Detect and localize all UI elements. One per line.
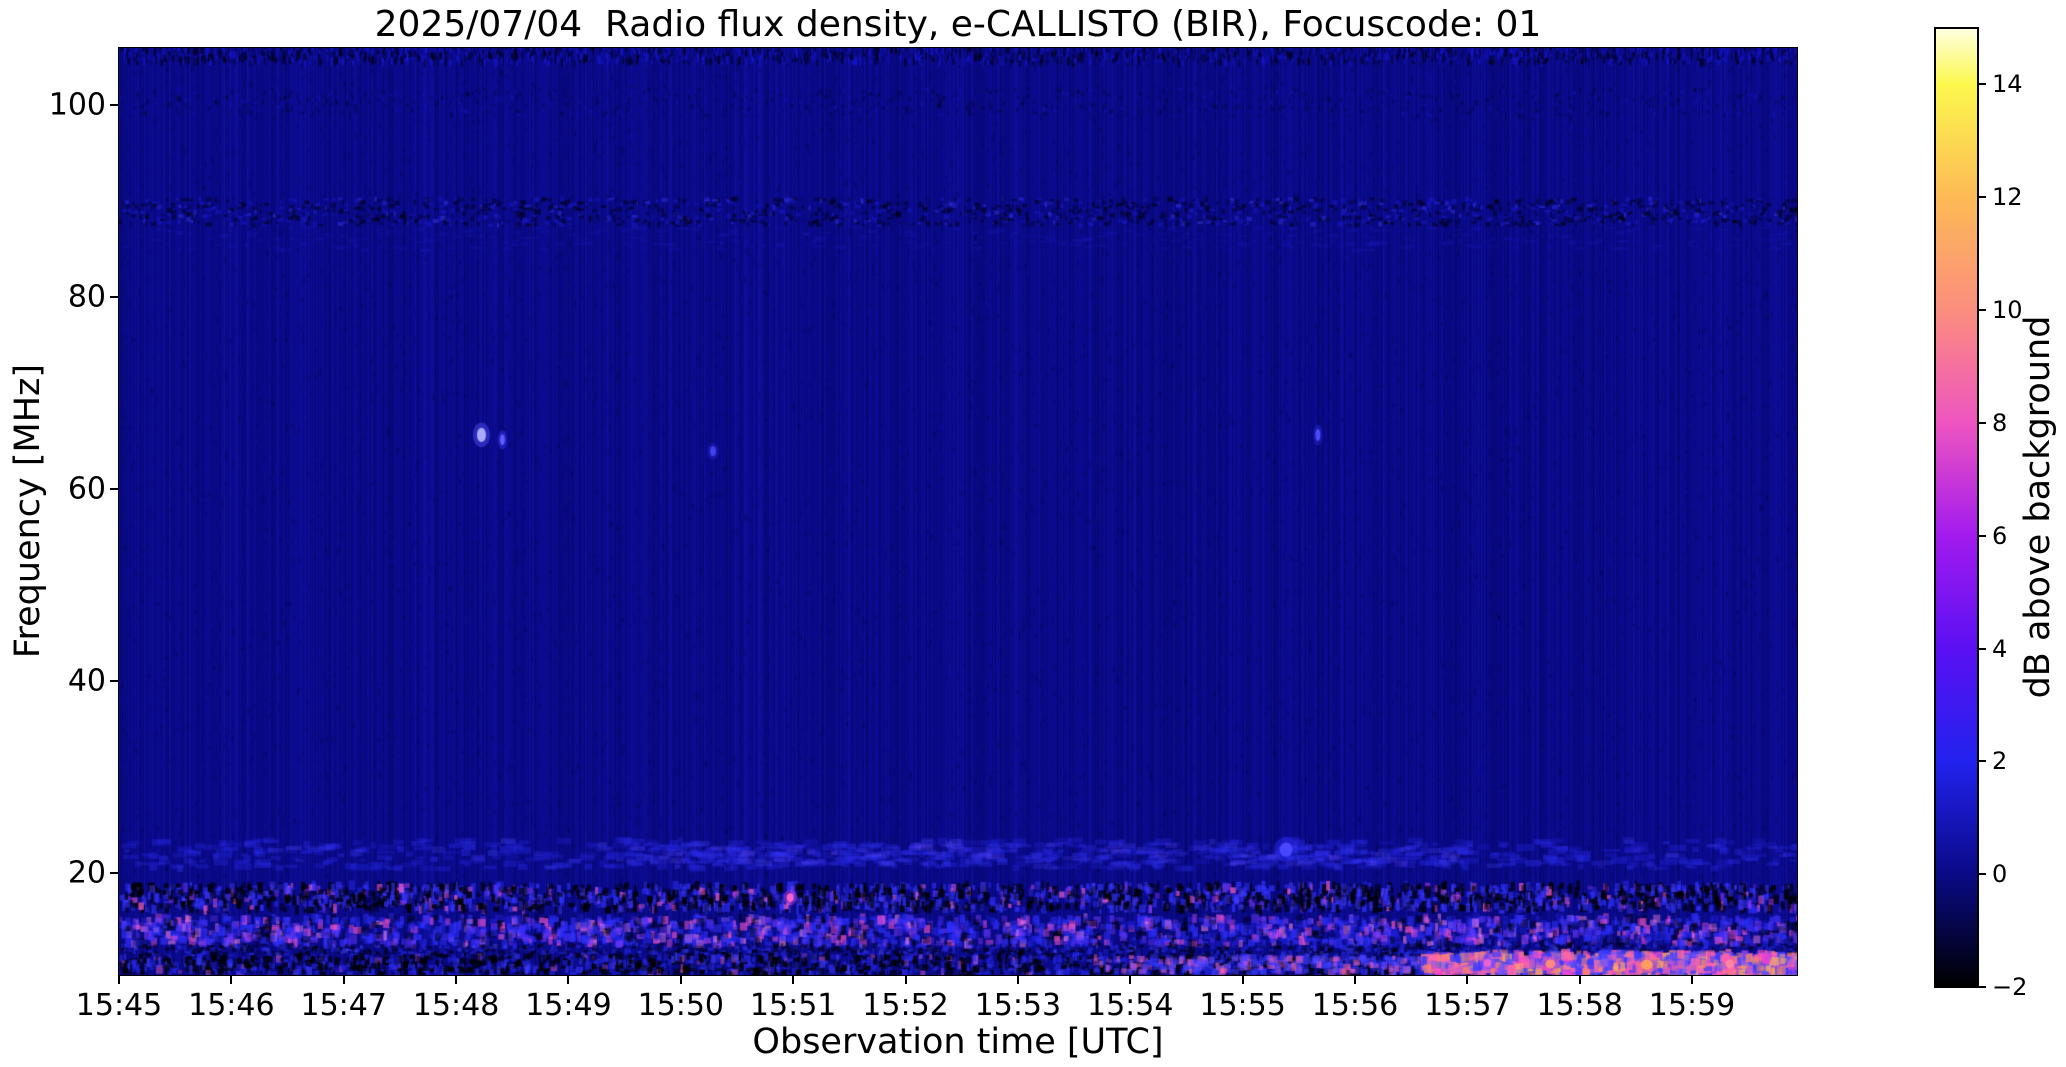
y-tick-mark <box>110 871 119 874</box>
y-axis-label: Frequency [MHz] <box>8 363 48 659</box>
x-tick-mark <box>567 975 570 984</box>
x-tick-mark <box>230 975 233 984</box>
y-tick-mark <box>110 487 119 490</box>
x-tick-mark <box>1129 975 1132 984</box>
x-tick-label: 15:46 <box>188 988 275 1023</box>
x-tick-label: 15:49 <box>525 988 612 1023</box>
colorbar-tick-mark <box>1978 760 1986 763</box>
x-tick-label: 15:53 <box>974 988 1062 1023</box>
y-tick-label: 20 <box>67 855 106 891</box>
colorbar-tick-mark <box>1978 421 1986 424</box>
colorbar-tick-mark <box>1978 309 1986 312</box>
x-tick-mark <box>118 975 120 984</box>
x-tick-label: 15:50 <box>637 988 725 1023</box>
x-tick-label: 15:45 <box>75 988 163 1023</box>
x-tick-label: 15:48 <box>412 988 500 1023</box>
colorbar-tick-mark <box>1978 647 1986 650</box>
y-tick-label: 60 <box>67 471 106 507</box>
y-tick-mark <box>110 679 119 682</box>
colorbar-tick-label: 12 <box>1992 183 2023 212</box>
colorbar <box>1934 27 1979 988</box>
colorbar-tick-label: 6 <box>1992 521 2008 550</box>
colorbar-tick-label: −2 <box>1992 973 2028 1001</box>
x-tick-mark <box>1466 975 1469 984</box>
y-tick-label: 100 <box>48 87 106 123</box>
colorbar-tick-label: 8 <box>1992 408 2008 437</box>
colorbar-label: dB above background <box>2018 315 2058 699</box>
colorbar-tick-mark <box>1978 196 1986 199</box>
colorbar-tick-label: 2 <box>1992 747 2008 776</box>
x-tick-mark <box>1016 975 1019 984</box>
x-tick-mark <box>455 975 458 984</box>
chart-title: 2025/07/04 Radio flux density, e-CALLIST… <box>374 4 1542 45</box>
colorbar-tick-mark <box>1978 534 1986 537</box>
x-tick-label: 15:58 <box>1536 988 1623 1023</box>
colorbar-tick-mark <box>1978 986 1986 988</box>
colorbar-tick-mark <box>1978 83 1986 86</box>
x-tick-label: 15:59 <box>1648 988 1736 1023</box>
x-tick-label: 15:56 <box>1311 988 1399 1023</box>
x-axis-label: Observation time [UTC] <box>752 1022 1164 1062</box>
x-tick-mark <box>792 975 795 984</box>
y-tick-mark <box>110 103 119 106</box>
x-tick-label: 15:51 <box>749 988 837 1023</box>
colorbar-tick-label: 10 <box>1992 296 2023 325</box>
spectrogram-plot <box>118 47 1798 976</box>
colorbar-tick-label: 14 <box>1992 70 2023 99</box>
x-tick-label: 15:52 <box>862 988 949 1023</box>
colorbar-tick-label: 4 <box>1992 634 2008 663</box>
x-tick-label: 15:55 <box>1199 988 1286 1023</box>
x-tick-mark <box>1578 975 1581 984</box>
x-tick-mark <box>342 975 345 984</box>
x-tick-label: 15:57 <box>1424 988 1511 1023</box>
y-tick-label: 40 <box>67 663 106 699</box>
x-tick-label: 15:47 <box>300 988 387 1023</box>
x-tick-mark <box>1691 975 1694 984</box>
x-tick-mark <box>679 975 682 984</box>
x-tick-mark <box>1241 975 1244 984</box>
x-tick-mark <box>904 975 907 984</box>
colorbar-tick-label: 0 <box>1992 860 2008 889</box>
colorbar-tick-mark <box>1978 873 1986 876</box>
y-tick-label: 80 <box>67 279 106 315</box>
spectrogram-image <box>119 48 1797 975</box>
x-tick-mark <box>1353 975 1356 984</box>
y-tick-mark <box>110 295 119 298</box>
x-tick-label: 15:54 <box>1087 988 1174 1023</box>
